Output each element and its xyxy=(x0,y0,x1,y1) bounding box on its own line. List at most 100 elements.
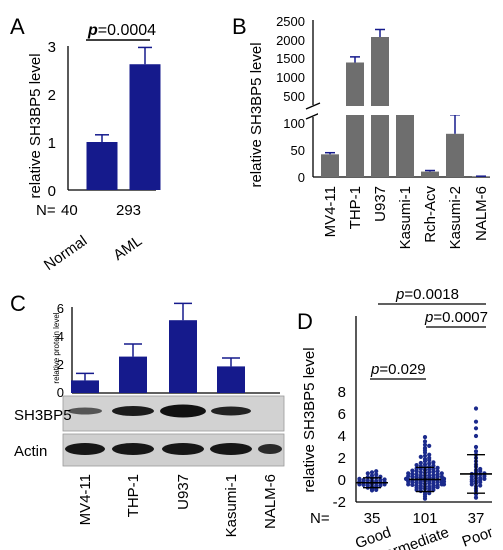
panel-c-ytick: 4 xyxy=(57,329,64,344)
data-point xyxy=(365,478,370,483)
pvalue-value: =0.0007 xyxy=(433,309,488,326)
data-point xyxy=(374,469,379,474)
panel-a-pvalue: p=0.0004 xyxy=(87,22,156,39)
data-point xyxy=(418,454,423,459)
panel-d-ytick: 2 xyxy=(338,450,346,467)
data-point xyxy=(473,419,479,424)
category-label: U937 xyxy=(175,474,192,510)
category-label: Kasumi-2 xyxy=(447,186,464,249)
panel-a-category: Normal xyxy=(41,232,90,274)
bar xyxy=(446,133,464,177)
blot-band xyxy=(258,444,282,454)
panel-a-ytick: 0 xyxy=(48,183,56,200)
panel-c-ytick: 2 xyxy=(57,357,64,372)
bar xyxy=(169,320,197,393)
data-point xyxy=(435,469,440,474)
panel-b-ylabel: relative SH3BP5 level xyxy=(248,42,265,187)
data-point xyxy=(418,473,423,478)
bar xyxy=(119,356,147,393)
data-point xyxy=(427,443,432,448)
panel-d-ytick: 4 xyxy=(338,428,346,445)
bar xyxy=(321,154,339,177)
data-point xyxy=(478,475,483,480)
data-point xyxy=(365,471,370,476)
data-point xyxy=(427,452,432,457)
panel-a-n-value: 40 xyxy=(61,202,78,219)
panel-d-ylabel: relative SH3BP5 level xyxy=(301,347,318,492)
data-point xyxy=(473,495,479,500)
panel-b-ytick: 2000 xyxy=(276,33,305,48)
panel-b: B relative SH3BP5 level 2500 2000 1500 1… xyxy=(232,14,490,249)
bar xyxy=(71,380,99,393)
category-label: NALM-6 xyxy=(262,474,279,529)
data-point xyxy=(422,442,428,447)
category-label: U937 xyxy=(372,186,389,222)
panel-d: D relative SH3BP5 level -2 0 2 4 6 8 p=0… xyxy=(297,286,495,550)
bar xyxy=(217,366,245,393)
data-point xyxy=(473,426,479,431)
blot-band xyxy=(160,404,206,418)
category-label: THP-1 xyxy=(125,474,142,517)
data-point xyxy=(473,406,479,411)
panel-b-ytick: 100 xyxy=(283,116,305,131)
panel-c-ytick: 6 xyxy=(57,301,64,316)
data-point xyxy=(473,444,479,450)
data-point xyxy=(473,433,479,439)
panel-c-ytick: 0 xyxy=(57,385,64,400)
panel-a-n-value: 293 xyxy=(116,202,141,219)
bar xyxy=(421,171,439,177)
data-point xyxy=(439,471,444,476)
category-label: MV4-11 xyxy=(77,474,94,525)
blot-band xyxy=(112,443,154,455)
bar xyxy=(396,110,414,177)
data-point xyxy=(422,457,428,462)
data-point xyxy=(361,477,366,483)
panel-d-pvalue: p=0.0007 xyxy=(424,309,488,326)
panel-b-axis-break-mark xyxy=(305,102,321,110)
data-point xyxy=(427,461,432,466)
category-label: MV4-11 xyxy=(322,186,339,237)
panel-a-letter: A xyxy=(10,14,25,39)
panel-c: C relative protein level 0 2 4 6 SH3BP5 … xyxy=(10,291,285,537)
panel-b-ytick: 50 xyxy=(291,143,305,158)
data-point xyxy=(427,473,432,478)
data-point xyxy=(410,468,415,473)
category-label: THP-1 xyxy=(347,186,364,229)
panel-d-pvalue: p=0.0018 xyxy=(395,286,459,303)
bar xyxy=(129,64,161,190)
data-point xyxy=(427,455,432,461)
panel-d-ytick: 6 xyxy=(338,406,346,423)
axis-break-gap xyxy=(318,106,490,115)
data-point xyxy=(369,470,375,475)
data-point xyxy=(435,465,440,470)
data-point xyxy=(382,477,387,482)
data-point xyxy=(410,471,415,477)
category-label: Rch-Acv xyxy=(422,186,439,243)
blot-band xyxy=(211,406,251,416)
data-point xyxy=(431,460,436,465)
pvalue-p: p xyxy=(87,22,98,39)
panel-a-ytick: 3 xyxy=(48,39,56,56)
data-point xyxy=(378,477,383,483)
data-point xyxy=(422,446,428,451)
western-blot xyxy=(62,395,285,467)
data-point xyxy=(435,483,440,488)
pvalue-p: p xyxy=(424,309,433,326)
data-point xyxy=(431,472,436,478)
data-point xyxy=(414,463,419,468)
pvalue-p: p xyxy=(395,286,404,303)
blot-band xyxy=(65,443,105,455)
panel-b-axis-break-mark xyxy=(305,112,321,120)
pvalue-p: p xyxy=(370,361,379,378)
panel-d-ytick: -2 xyxy=(333,494,346,511)
blot-label: SH3BP5 xyxy=(14,407,72,424)
panel-d-ytick: 8 xyxy=(338,384,346,401)
panel-a-ylabel: relative SH3BP5 level xyxy=(27,53,44,198)
data-point xyxy=(427,484,432,489)
data-point xyxy=(473,449,479,454)
data-point xyxy=(357,476,362,481)
category-label: Kasumi-1 xyxy=(223,474,240,537)
pvalue-value: =0.0018 xyxy=(404,286,459,303)
panel-b-ytick: 500 xyxy=(283,89,305,104)
